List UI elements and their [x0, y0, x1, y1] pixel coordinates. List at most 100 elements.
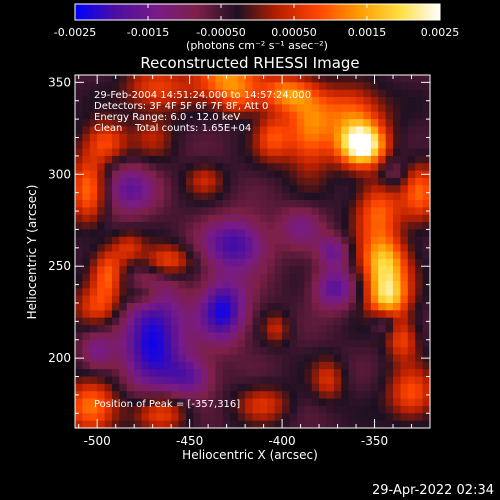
- heatmap-cell: [141, 258, 150, 267]
- heatmap-cell: [89, 111, 98, 120]
- heatmap-cell: [185, 273, 194, 282]
- heatmap-cell: [333, 148, 342, 157]
- heatmap-cell: [356, 332, 365, 341]
- heatmap-cell: [259, 170, 268, 179]
- heatmap-cell: [163, 126, 172, 135]
- heatmap-cell: [333, 310, 342, 319]
- heatmap-cell: [163, 266, 172, 275]
- heatmap-cell: [230, 310, 239, 319]
- heatmap-cell: [171, 148, 180, 157]
- heatmap-cell: [378, 200, 387, 208]
- heatmap-cell: [274, 354, 283, 363]
- heatmap-cell: [348, 398, 357, 407]
- heatmap-cell: [289, 236, 298, 245]
- heatmap-cell: [259, 82, 268, 91]
- heatmap-cell: [356, 148, 365, 157]
- heatmap-cell: [274, 185, 283, 194]
- heatmap-cell: [333, 332, 342, 341]
- heatmap-cell: [208, 376, 217, 385]
- heatmap-cell: [178, 229, 187, 238]
- heatmap-cell: [385, 376, 394, 385]
- heatmap-cell: [356, 207, 365, 216]
- heatmap-cell: [333, 244, 342, 253]
- heatmap-cell: [82, 207, 91, 216]
- heatmap-cell: [97, 339, 106, 348]
- heatmap-cell: [245, 222, 254, 231]
- heatmap-cell: [289, 383, 298, 392]
- heatmap-cell: [237, 317, 246, 326]
- heatmap-cell: [363, 273, 372, 282]
- heatmap-cell: [178, 383, 187, 392]
- heatmap-cell: [215, 288, 224, 297]
- heatmap-cell: [185, 332, 194, 341]
- heatmap-cell: [134, 347, 143, 356]
- heatmap-cell: [82, 251, 91, 260]
- heatmap-cell: [385, 200, 394, 208]
- heatmap-cell: [97, 310, 106, 319]
- heatmap-cell: [75, 200, 83, 208]
- heatmap-cell: [89, 141, 98, 150]
- heatmap-cell: [163, 82, 172, 91]
- heatmap-cell: [134, 229, 143, 238]
- heatmap-cell: [156, 295, 165, 304]
- heatmap-cell: [215, 332, 224, 341]
- heatmap-cell: [104, 347, 113, 356]
- heatmap-cell: [252, 339, 261, 348]
- heatmap-cell: [185, 310, 194, 319]
- heatmap-cell: [126, 413, 135, 422]
- heatmap-cell: [171, 332, 180, 341]
- heatmap-cell: [422, 141, 431, 150]
- heatmap-cell: [200, 89, 209, 98]
- heatmap-cell: [296, 325, 305, 333]
- heatmap-cell: [259, 310, 268, 319]
- heatmap-cell: [148, 251, 157, 260]
- heatmap-cell: [104, 244, 113, 253]
- heatmap-cell: [245, 89, 254, 98]
- heatmap-cell: [282, 177, 291, 186]
- heatmap-cell: [104, 391, 113, 400]
- heatmap-cell: [333, 236, 342, 245]
- heatmap-cell: [267, 222, 276, 231]
- heatmap-cell: [282, 339, 291, 348]
- heatmap-cell: [356, 251, 365, 260]
- heatmap-cell: [126, 229, 135, 238]
- heatmap-cell: [171, 273, 180, 282]
- heatmap-cell: [333, 126, 342, 135]
- heatmap-cell: [97, 133, 106, 142]
- heatmap-cell: [208, 391, 217, 400]
- heatmap-cell: [156, 258, 165, 267]
- heatmap-cell: [193, 244, 202, 253]
- heatmap-cell: [356, 325, 365, 333]
- heatmap-cell: [393, 82, 402, 91]
- heatmap-cell: [97, 369, 106, 378]
- heatmap-cell: [259, 200, 268, 208]
- heatmap-cell: [193, 332, 202, 341]
- heatmap-cell: [296, 236, 305, 245]
- heatmap-cell: [163, 200, 172, 208]
- heatmap-cell: [341, 413, 350, 422]
- heatmap-cell: [163, 310, 172, 319]
- heatmap-cell: [363, 391, 372, 400]
- heatmap-cell: [89, 325, 98, 333]
- heatmap-cell: [193, 317, 202, 326]
- heatmap-cell: [104, 104, 113, 113]
- heatmap-cell: [341, 214, 350, 223]
- heatmap-cell: [82, 383, 91, 392]
- heatmap-cell: [356, 111, 365, 120]
- heatmap-cell: [237, 229, 246, 238]
- heatmap-cell: [178, 339, 187, 348]
- heatmap-cell: [267, 420, 276, 429]
- heatmap-cell: [378, 347, 387, 356]
- heatmap-cell: [326, 325, 335, 333]
- heatmap-cell: [267, 332, 276, 341]
- heatmap-cell: [126, 258, 135, 267]
- heatmap-cell: [259, 361, 268, 370]
- heatmap-cell: [296, 214, 305, 223]
- heatmap-cell: [75, 266, 83, 275]
- heatmap-cell: [178, 163, 187, 172]
- heatmap-cell: [230, 185, 239, 194]
- heatmap-cell: [341, 141, 350, 150]
- heatmap-cell: [208, 325, 217, 333]
- heatmap-cell: [267, 288, 276, 297]
- heatmap-cell: [274, 155, 283, 164]
